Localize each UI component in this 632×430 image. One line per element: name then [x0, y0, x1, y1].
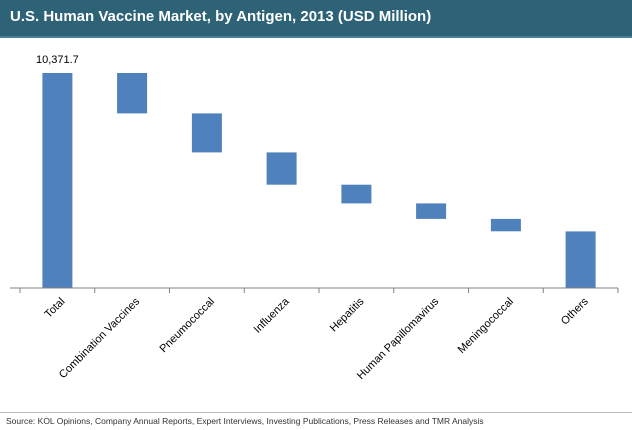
source-note: Source: KOL Opinions, Company Annual Rep… — [6, 416, 484, 426]
title-underline — [0, 36, 632, 38]
data-label: 10,371.7 — [36, 54, 79, 66]
x-tick-label: Combination Vaccines — [57, 295, 143, 381]
bar-hepatitis — [341, 184, 372, 204]
bar-influenza — [266, 152, 297, 185]
x-tick-label: Influenza — [252, 295, 293, 336]
bar-others — [565, 231, 596, 288]
title-bar: U.S. Human Vaccine Market, by Antigen, 2… — [0, 0, 632, 36]
bar-meningococcal — [490, 218, 521, 232]
source-divider — [0, 412, 632, 413]
x-tick-label: Hepatitis — [328, 295, 367, 334]
x-tick-label: Meningococcal — [456, 296, 516, 356]
x-tick-label: Others — [559, 295, 591, 327]
chart-title: U.S. Human Vaccine Market, by Antigen, 2… — [10, 8, 432, 25]
x-tick-label: Total — [43, 296, 68, 321]
x-tick-label: Pneumococcal — [157, 296, 217, 356]
x-tick-label: Human Papillomavirus — [355, 295, 442, 382]
bar-total — [42, 73, 73, 288]
bar-pneumococcal — [191, 113, 222, 153]
bar-human-papillomavirus — [416, 203, 447, 219]
bar-combination-vaccines — [117, 73, 148, 114]
